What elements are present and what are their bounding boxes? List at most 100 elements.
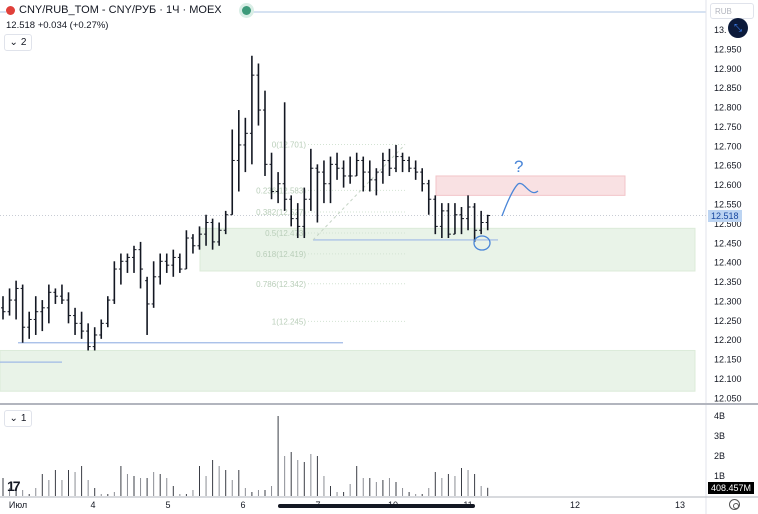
- ohlc-bar: [374, 168, 379, 196]
- ohlc-bar: [321, 160, 327, 204]
- price-axis-label: 12.050: [714, 393, 742, 403]
- ohlc-bar: [105, 296, 111, 328]
- ohlc-bar: [341, 160, 347, 188]
- ohlc-bar: [171, 249, 176, 277]
- ohlc-bar: [407, 156, 412, 173]
- ohlc-bar: [7, 288, 13, 316]
- price-axis-label: 12.850: [714, 83, 742, 93]
- ohlc-bar: [348, 156, 353, 184]
- ohlc-bar: [118, 253, 124, 285]
- price-axis-label: 12.750: [714, 122, 742, 132]
- price-axis-label: 12.800: [714, 103, 742, 113]
- ohlc-bar: [33, 296, 39, 335]
- time-axis-label: 4: [90, 500, 95, 510]
- ohlc-bar: [308, 148, 314, 211]
- ohlc-bar: [354, 152, 360, 177]
- ohlc-bar: [400, 152, 406, 173]
- ohlc-bar: [361, 156, 366, 192]
- ohlc-bar: [249, 55, 255, 165]
- settings-icon[interactable]: [729, 499, 740, 510]
- ohlc-bar: [158, 253, 163, 285]
- ohlc-bar: [426, 179, 432, 215]
- ohlc-bar: [204, 214, 209, 246]
- ohlc-bar: [367, 160, 373, 192]
- ohlc-bar: [73, 307, 78, 335]
- ohlc-bar: [177, 253, 183, 273]
- fib-level-label: 0.786(12.342): [256, 280, 306, 289]
- ohlc-bar: [217, 222, 222, 246]
- price-axis-label: 12.400: [714, 258, 742, 268]
- market-status-icon: [241, 5, 251, 15]
- toggle-count: 2: [20, 37, 27, 48]
- volume-pane-toggle[interactable]: ⌄ 1: [4, 410, 32, 427]
- price-axis-label: 13.: [714, 25, 727, 35]
- ohlc-bar: [328, 156, 333, 204]
- ohlc-bar: [256, 63, 261, 126]
- ohlc-bar: [420, 168, 425, 192]
- price-axis-label: 12.100: [714, 374, 742, 384]
- ohlc-bar: [40, 300, 45, 332]
- collapse-icon: ⤡: [734, 22, 742, 34]
- ohlc-bar: [210, 218, 216, 250]
- ohlc-bar: [466, 195, 471, 231]
- price-axis-label: 12.300: [714, 296, 742, 306]
- ohlc-bar: [86, 323, 91, 351]
- ohlc-bar: [20, 284, 26, 343]
- price-axis-label: 12.250: [714, 316, 742, 326]
- ohlc-bar: [263, 90, 268, 176]
- ohlc-bar: [394, 144, 399, 173]
- price-axis-label: 12.500: [714, 219, 742, 229]
- handdrawn-circle: [473, 235, 491, 251]
- ohlc-bar: [315, 164, 320, 223]
- ohlc-bar: [46, 284, 52, 324]
- ohlc-bar: [92, 327, 98, 351]
- price-pane-toggle[interactable]: ⌄ 2: [4, 34, 32, 51]
- demand-zone: [199, 227, 696, 272]
- currency-flag-icon: [6, 5, 15, 15]
- fib-level-label: 1(12.245): [272, 317, 307, 326]
- ohlc-bar: [112, 261, 117, 304]
- ohlc-bar: [439, 203, 445, 239]
- collapse-button[interactable]: ⤡: [728, 18, 748, 38]
- last-value: 12.518: [6, 20, 36, 31]
- fib-level-label: 0.5(12.473): [265, 229, 306, 238]
- ohlc-bar: [53, 288, 58, 304]
- ohlc-bar: [302, 187, 307, 239]
- last-price: 12.518 +0.034 (+0.27%): [6, 20, 108, 31]
- price-axis-label: 12.350: [714, 277, 742, 287]
- ohlc-bar: [452, 203, 458, 235]
- ohlc-bar: [446, 203, 451, 239]
- supply-zone: [435, 175, 626, 196]
- volume-axis-label: 1B: [714, 471, 725, 481]
- currency-select[interactable]: RUB: [710, 3, 754, 19]
- tradingview-logo[interactable]: 17: [7, 478, 21, 494]
- ohlc-bar: [387, 148, 392, 176]
- price-change: +0.034 (+0.27%): [37, 20, 109, 31]
- ohlc-bar: [295, 203, 301, 239]
- fib-level-label: 0(12.701): [272, 141, 307, 150]
- chevron-down-icon: ⌄: [9, 413, 18, 424]
- ohlc-bar: [197, 226, 202, 250]
- ohlc-bar: [236, 110, 242, 192]
- toggle-count: 1: [20, 413, 27, 424]
- fib-trendline: [312, 144, 406, 241]
- ohlc-bar: [59, 284, 65, 304]
- symbol-header[interactable]: CNY/RUB_TOM - CNY/РУБ · 1Ч · MOEX: [6, 4, 251, 16]
- price-axis-label: 12.950: [714, 44, 742, 54]
- ohlc-bar: [380, 152, 386, 184]
- ohlc-bar: [269, 152, 275, 200]
- ohlc-bar: [459, 206, 464, 235]
- currency-label: RUB: [715, 7, 732, 16]
- ohlc-bar: [276, 172, 281, 204]
- ohlc-bar: [145, 276, 150, 335]
- time-scrollbar[interactable]: [278, 504, 475, 508]
- price-axis-label: 12.700: [714, 141, 742, 151]
- volume-axis-label: 2B: [714, 451, 725, 461]
- fib-level-label: 0.236(12.583): [256, 186, 306, 195]
- time-axis-label: Июл: [9, 500, 27, 510]
- ohlc-bar: [282, 102, 288, 211]
- ohlc-bar: [164, 253, 170, 273]
- fib-level-label: 0.618(12.419): [256, 250, 306, 259]
- ohlc-bar: [223, 210, 229, 235]
